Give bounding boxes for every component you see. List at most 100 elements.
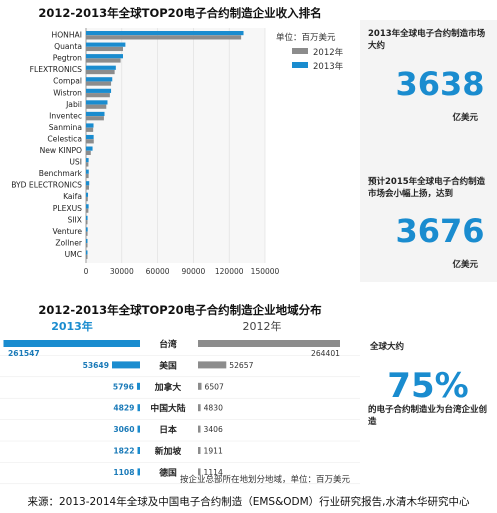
region-bar-2012 bbox=[198, 382, 202, 390]
x-tick-label: 30000 bbox=[110, 267, 134, 276]
market-size-label: 2013年全球电子合约制造市场大约 bbox=[368, 29, 486, 51]
bar-2012 bbox=[86, 243, 88, 248]
bar-2013 bbox=[86, 192, 89, 197]
region-footnote: 按企业总部所在地划分地域，单位：百万美元 bbox=[180, 474, 351, 485]
category-label: UMC bbox=[65, 250, 82, 259]
bar-2012 bbox=[86, 93, 110, 98]
bar-2012 bbox=[86, 104, 107, 109]
region-value-2013: 1108 bbox=[113, 468, 134, 477]
highlights-bg bbox=[360, 20, 497, 282]
bar-2012 bbox=[86, 46, 123, 52]
highlights-panel: 2013年全球电子合约制造市场大约 3638 亿美元 预计2015年全球电子合约… bbox=[360, 0, 497, 490]
forecast-label: 预计2015年全球电子合约制造市场会小幅上扬，达到 bbox=[368, 177, 486, 199]
bar-2012 bbox=[86, 116, 104, 121]
ranking-chart-panel: 2012-2013年全球TOP20电子合约制造企业收入排名 HONHAI Quan… bbox=[0, 0, 360, 300]
legend-swatch-2013 bbox=[292, 62, 308, 68]
region-value-2013: 3060 bbox=[113, 425, 134, 434]
x-tick-label: 90000 bbox=[181, 267, 205, 276]
highlights: 2013年全球电子合约制造市场大约 3638 亿美元 预计2015年全球电子合约… bbox=[360, 20, 497, 427]
x-tick-label: 120000 bbox=[215, 267, 244, 276]
region-label: 台湾 bbox=[159, 338, 177, 350]
region-bar-2013 bbox=[137, 468, 140, 476]
region-bar-2013 bbox=[137, 425, 140, 433]
category-label: USI bbox=[69, 158, 82, 167]
region-label: 美国 bbox=[159, 359, 177, 371]
category-label: PLEXUS bbox=[53, 204, 82, 213]
bar-2012 bbox=[86, 254, 88, 259]
region-chart-title: 2012-2013年全球TOP20电子合约制造企业地域分布 bbox=[38, 303, 322, 317]
category-label: Celestica bbox=[47, 134, 82, 143]
region-value-2013: 5796 bbox=[113, 382, 134, 391]
x-tick-label: 150000 bbox=[251, 267, 280, 276]
x-tick-label: 60000 bbox=[146, 267, 170, 276]
region-bar-2012 bbox=[198, 425, 201, 433]
category-label: Compal bbox=[53, 77, 82, 86]
bar-2013 bbox=[86, 31, 244, 36]
x-tick-label: 0 bbox=[84, 267, 89, 276]
region-value-2013: 4829 bbox=[113, 404, 134, 413]
share-value: 75% bbox=[387, 366, 468, 406]
region-header-2012: 2012年 bbox=[243, 319, 282, 333]
bar-2012 bbox=[86, 139, 94, 144]
bar-2013 bbox=[86, 42, 126, 47]
bar-2013 bbox=[86, 158, 89, 163]
category-label: Inventec bbox=[49, 111, 82, 120]
region-value-2012: 6507 bbox=[204, 382, 223, 391]
source-note: 来源：2013-2014年全球及中国电子合约制造（EMS&ODM）行业研究报告,… bbox=[27, 496, 470, 508]
region-bar-2013 bbox=[137, 404, 140, 412]
bar-2013 bbox=[86, 146, 93, 151]
category-label: SIIX bbox=[67, 215, 82, 224]
bar-2012 bbox=[86, 197, 88, 202]
bar-2012 bbox=[86, 231, 88, 236]
ranking-unit-label: 单位：百万美元 bbox=[276, 32, 336, 43]
region-value-2012: 1911 bbox=[204, 447, 223, 456]
bar-2013 bbox=[86, 134, 94, 140]
region-bar-2013 bbox=[136, 382, 140, 390]
category-label: FLEXTRONICS bbox=[30, 65, 83, 74]
market-size-unit: 亿美元 bbox=[452, 112, 478, 123]
bar-2013 bbox=[86, 181, 90, 186]
region-label: 日本 bbox=[159, 424, 177, 436]
category-label: Zollner bbox=[55, 238, 83, 247]
region-bar-2012 bbox=[198, 404, 201, 412]
bar-2012 bbox=[86, 127, 94, 132]
legend-swatch-2012 bbox=[292, 48, 308, 54]
bar-2013 bbox=[86, 77, 113, 82]
legend-label-2013: 2013年 bbox=[313, 61, 344, 72]
bar-2013 bbox=[86, 123, 94, 128]
category-label: Sanmina bbox=[49, 123, 82, 132]
region-value-2012: 4830 bbox=[204, 404, 223, 413]
region-bar-2013 bbox=[3, 340, 141, 347]
region-label: 加拿大 bbox=[154, 381, 182, 393]
region-value-2012: 52657 bbox=[229, 361, 253, 370]
bar-2012 bbox=[86, 208, 89, 213]
region-header-2013: 2013年 bbox=[51, 319, 93, 333]
category-label: Venture bbox=[52, 227, 82, 236]
region-bar-2012 bbox=[198, 361, 227, 369]
legend-label-2012: 2012年 bbox=[313, 47, 344, 58]
category-label: Kaifa bbox=[63, 192, 82, 201]
category-label: HONHAI bbox=[51, 31, 82, 40]
bar-2012 bbox=[86, 162, 89, 167]
bar-2013 bbox=[86, 111, 105, 117]
region-value-2013: 1822 bbox=[113, 447, 134, 456]
category-label: Benchmark bbox=[39, 169, 83, 178]
region-label: 德国 bbox=[158, 466, 177, 478]
bar-2013 bbox=[86, 54, 123, 59]
forecast-value: 3676 bbox=[395, 212, 484, 250]
region-bar-2012 bbox=[198, 468, 201, 476]
bar-2012 bbox=[86, 150, 91, 155]
category-label: BYD ELECTRONICS bbox=[11, 181, 82, 190]
bar-2013 bbox=[86, 238, 88, 244]
category-label: Wistron bbox=[53, 88, 82, 97]
bar-2012 bbox=[86, 173, 89, 179]
bar-2013 bbox=[86, 169, 89, 174]
region-bar-2012 bbox=[198, 447, 201, 454]
category-label: New KINPO bbox=[40, 146, 82, 155]
region-chart: 2012-2013年全球TOP20电子合约制造企业地域分布 2013年 2012… bbox=[0, 303, 360, 485]
bar-2012 bbox=[86, 69, 115, 75]
bar-2013 bbox=[86, 65, 116, 70]
bar-2012 bbox=[86, 58, 121, 63]
region-bar-2013 bbox=[137, 447, 140, 454]
region-chart-panel: 2012-2013年全球TOP20电子合约制造企业地域分布 2013年 2012… bbox=[0, 300, 360, 490]
